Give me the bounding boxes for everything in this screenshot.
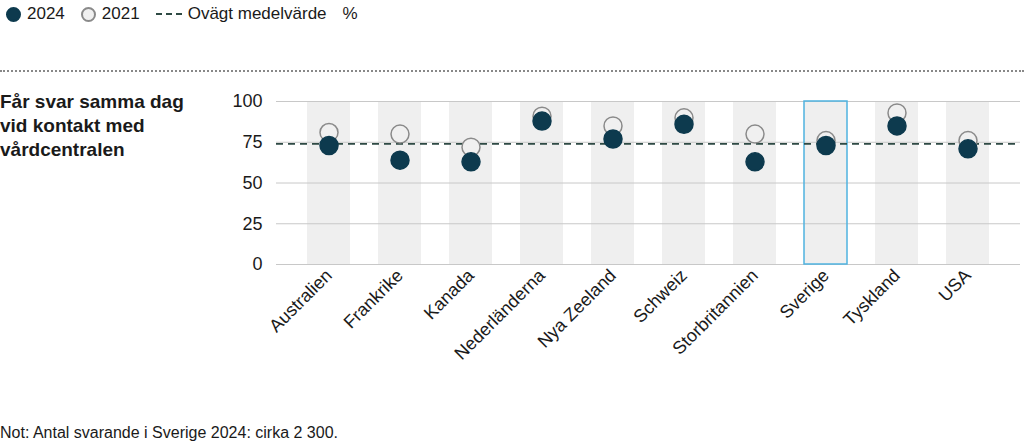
svg-text:Nya Zeeland: Nya Zeeland <box>534 265 620 351</box>
html-text:Får svar samma dag vid kontakt: Får svar samma dag vid kontakt med vårdc… <box>0 91 184 160</box>
svg-text:Sverige: Sverige <box>776 265 833 322</box>
svg-text:100: 100 <box>232 91 262 111</box>
html-text:2021: 2021 <box>101 4 140 23</box>
svg-text:Tyskland: Tyskland <box>840 265 904 329</box>
svg-text:25: 25 <box>242 214 262 234</box>
svg-text:Nederländerna: Nederländerna <box>451 265 550 364</box>
svg-text:Schweiz: Schweiz <box>629 265 691 327</box>
html-text:Ovägt medelvärde: Ovägt medelvärde <box>187 4 327 23</box>
html-text:2024: 2024 <box>27 4 65 23</box>
svg-text:USA: USA <box>935 265 975 305</box>
svg-text:75: 75 <box>242 132 262 152</box>
svg-text:50: 50 <box>242 173 262 193</box>
html-text:Not: Antal svarande i Sverige: Not: Antal svarande i Sverige 2024: cirk… <box>0 424 338 441</box>
svg-text:Storbritannien: Storbritannien <box>669 265 762 358</box>
svg-text:Frankrike: Frankrike <box>340 265 407 332</box>
svg-text:Australien: Australien <box>265 265 336 336</box>
svg-text:0: 0 <box>252 254 262 274</box>
svg-text:Kanada: Kanada <box>420 265 479 324</box>
